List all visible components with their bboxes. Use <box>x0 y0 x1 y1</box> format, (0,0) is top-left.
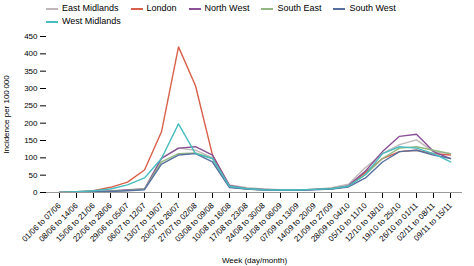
svg-text:31/08 to 06/09: 31/08 to 06/09 <box>241 201 284 244</box>
svg-text:150: 150 <box>24 136 38 145</box>
svg-text:250: 250 <box>24 101 38 110</box>
svg-text:0: 0 <box>33 188 38 197</box>
svg-text:03/08 to 09/08: 03/08 to 09/08 <box>173 201 216 244</box>
svg-text:12/10 to 18/10: 12/10 to 18/10 <box>343 201 386 244</box>
svg-text:07/09 to 13/09: 07/09 to 13/09 <box>258 201 301 244</box>
svg-text:06/07 to 12/07: 06/07 to 12/07 <box>105 201 148 244</box>
html-text:London: London <box>146 3 177 13</box>
svg-text:22/06 to 28/06: 22/06 to 28/06 <box>71 201 114 244</box>
svg-text:50: 50 <box>29 171 38 180</box>
svg-text:13/07 to 19/07: 13/07 to 19/07 <box>122 201 165 244</box>
svg-text:14/09 to 20/09: 14/09 to 20/09 <box>275 201 318 244</box>
html-text:South West: South West <box>349 3 396 13</box>
svg-text:26/10 to 01/11: 26/10 to 01/11 <box>377 201 420 244</box>
svg-text:17/08 to 23/08: 17/08 to 23/08 <box>207 201 250 244</box>
svg-text:350: 350 <box>24 67 38 76</box>
svg-text:400: 400 <box>24 49 38 58</box>
svg-text:10/08 to 16/08: 10/08 to 16/08 <box>190 201 233 244</box>
svg-text:Incidence per 100 000: Incidence per 100 000 <box>2 75 11 154</box>
svg-text:15/06 to 21/06: 15/06 to 21/06 <box>54 201 97 244</box>
svg-text:02/11 to 08/11: 02/11 to 08/11 <box>395 201 437 243</box>
html-text:South East: South East <box>277 3 322 13</box>
svg-text:Week (day/month): Week (day/month) <box>222 256 288 265</box>
svg-text:100: 100 <box>24 153 38 162</box>
svg-text:24/08 to 30/08: 24/08 to 30/08 <box>224 201 267 244</box>
svg-text:28/09 to 04/10: 28/09 to 04/10 <box>309 201 352 244</box>
svg-text:300: 300 <box>24 84 38 93</box>
html-text:West Midlands: West Midlands <box>62 16 121 26</box>
svg-text:450: 450 <box>24 32 38 41</box>
svg-text:200: 200 <box>24 119 38 128</box>
svg-text:09/11 to 15/11: 09/11 to 15/11 <box>412 201 454 243</box>
svg-text:19/10 to 25/10: 19/10 to 25/10 <box>360 201 403 244</box>
svg-text:05/10 to 11/10: 05/10 to 11/10 <box>326 201 369 244</box>
svg-text:08/06 to 14/06: 08/06 to 14/06 <box>37 201 80 244</box>
html-text:East Midlands: East Midlands <box>62 3 119 13</box>
svg-text:27/07 to 02/08: 27/07 to 02/08 <box>156 201 199 244</box>
svg-text:20/07 to 26/07: 20/07 to 26/07 <box>139 201 182 244</box>
svg-text:21/09 to 27/09: 21/09 to 27/09 <box>292 201 335 244</box>
svg-text:29/06 to 05/07: 29/06 to 05/07 <box>88 201 131 244</box>
svg-text:01/06 to 07/06: 01/06 to 07/06 <box>20 201 63 244</box>
html-text:North West: North West <box>204 3 250 13</box>
